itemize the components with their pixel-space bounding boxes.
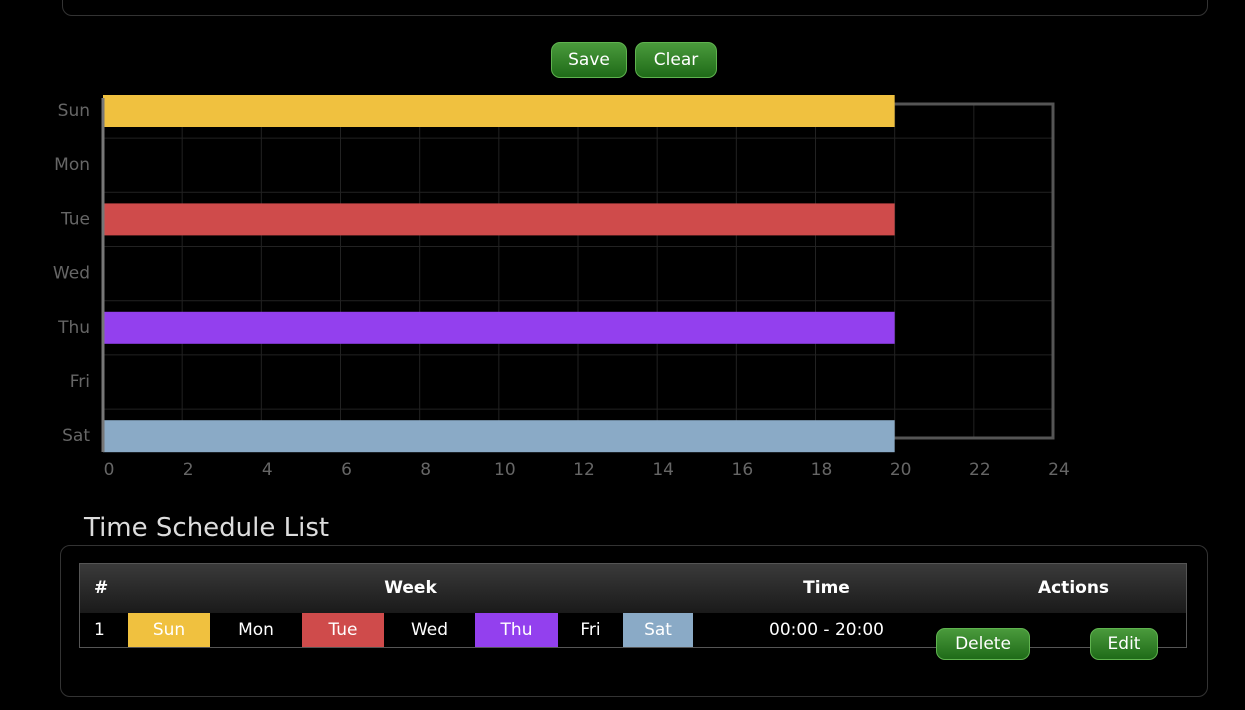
- day-cell: Thu: [475, 613, 558, 647]
- x-tick-label: 10: [494, 460, 516, 480]
- y-tick-label: Sat: [62, 426, 90, 446]
- schedule-panel: [60, 545, 1208, 697]
- time-cell: 00:00 - 20:00: [769, 620, 884, 640]
- header-cell: Week: [384, 578, 437, 598]
- x-tick-label: 0: [104, 460, 115, 480]
- day-cell: Tue: [302, 613, 384, 647]
- y-tick-label: Thu: [57, 318, 90, 338]
- x-tick-label: 4: [262, 460, 273, 480]
- clear-button[interactable]: Clear: [635, 42, 717, 78]
- x-tick-label: 24: [1048, 460, 1070, 480]
- header-cell: Time: [803, 578, 850, 598]
- delete-button[interactable]: Delete: [936, 628, 1030, 660]
- x-tick-label: 14: [652, 460, 674, 480]
- x-tick-label: 2: [183, 460, 194, 480]
- schedule-title: Time Schedule List: [78, 513, 336, 543]
- table-header: [80, 564, 1186, 613]
- x-tick-label: 8: [420, 460, 431, 480]
- day-cell: Fri: [580, 620, 601, 640]
- index-cell: 1: [94, 620, 105, 640]
- day-cell: Mon: [238, 620, 274, 640]
- day-cell: Wed: [410, 620, 449, 640]
- day-cell: Sat: [623, 613, 693, 647]
- x-tick-label: 20: [890, 460, 912, 480]
- table: [79, 563, 1187, 648]
- y-tick-label: Tue: [60, 209, 90, 229]
- y-tick-label: Mon: [54, 155, 90, 175]
- save-button[interactable]: Save: [551, 42, 627, 78]
- x-tick-label: 6: [341, 460, 352, 480]
- x-tick-label: 22: [969, 460, 991, 480]
- chart: 0 2 4 6 8 10 12 14 16 18 20 22 24SunMonTueWedThuFriS…: [53, 95, 1070, 480]
- x-tick-label: 16: [732, 460, 754, 480]
- y-tick-label: Sun: [58, 101, 90, 121]
- header-cell: #: [94, 578, 109, 598]
- y-tick-label: Wed: [53, 264, 90, 284]
- day-cell: Sun: [128, 613, 210, 647]
- bar: [103, 311, 895, 344]
- bar: [103, 95, 895, 127]
- y-tick-label: Fri: [70, 372, 90, 392]
- x-tick-label: 12: [573, 460, 595, 480]
- edit-button[interactable]: Edit: [1090, 628, 1158, 660]
- top-panel: [62, 0, 1208, 16]
- bar: [103, 203, 895, 236]
- bar: [103, 420, 895, 453]
- header-cell: Actions: [1037, 578, 1110, 598]
- x-tick-label: 18: [811, 460, 833, 480]
